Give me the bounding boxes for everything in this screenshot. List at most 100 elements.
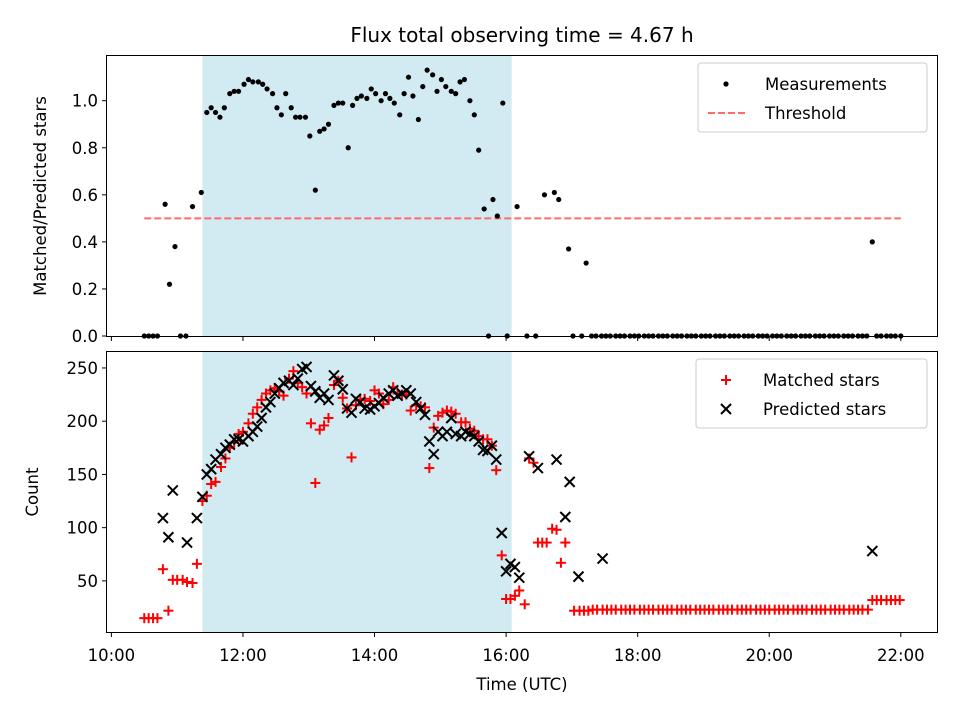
measurement-point bbox=[312, 187, 318, 193]
measurement-point bbox=[490, 196, 496, 203]
y-tick-label: 50 bbox=[77, 572, 98, 591]
matched-star-point bbox=[560, 537, 571, 548]
matched-star-point bbox=[310, 477, 321, 488]
predicted-star-point bbox=[441, 426, 453, 438]
legend-predicted-stroke-b bbox=[720, 403, 732, 415]
measurement-point bbox=[278, 112, 284, 118]
measurement-point bbox=[325, 121, 332, 127]
matched-star-point bbox=[509, 590, 520, 601]
measurement-point bbox=[264, 86, 270, 92]
matched-star-point bbox=[177, 574, 188, 585]
predicted-star-point bbox=[228, 433, 240, 446]
predicted-star-stroke-b bbox=[441, 426, 453, 438]
predicted-star-stroke-b bbox=[423, 435, 436, 448]
predicted-star-stroke-b bbox=[459, 426, 472, 438]
predicted-star-stroke-b bbox=[264, 396, 277, 408]
predicted-star-stroke-b bbox=[472, 435, 485, 448]
matched-star-point bbox=[187, 578, 198, 589]
predicted-star-point bbox=[559, 511, 572, 523]
predicted-star-point bbox=[414, 402, 427, 415]
measurement-point bbox=[565, 246, 572, 252]
predicted-star-stroke-b bbox=[232, 433, 245, 446]
predicted-star-point bbox=[445, 412, 457, 424]
predicted-star-point bbox=[596, 552, 609, 565]
predicted-star-point bbox=[496, 527, 508, 539]
measurement-point bbox=[368, 86, 374, 92]
measurement-point bbox=[430, 72, 436, 78]
y-tick-label: 0.2 bbox=[72, 280, 98, 299]
matched-star-point bbox=[547, 523, 558, 534]
predicted-star-point bbox=[264, 396, 277, 408]
measurement-point bbox=[189, 203, 196, 210]
predicted-star-stroke-b bbox=[332, 375, 345, 387]
legend-measurements-marker bbox=[723, 81, 729, 87]
measurement-point bbox=[378, 98, 384, 104]
matched-star-point bbox=[191, 558, 202, 569]
predicted-star-stroke-b bbox=[445, 412, 457, 424]
predicted-star-stroke-b bbox=[251, 420, 263, 433]
measurement-point bbox=[457, 79, 463, 85]
top-panel-y-ticks: 0.0 0.2 0.4 0.6 0.8 1.0 bbox=[72, 92, 107, 346]
legend-matched-label: Matched stars bbox=[763, 371, 880, 390]
predicted-star-stroke-b bbox=[162, 531, 175, 543]
predicted-star-stroke-b bbox=[550, 453, 563, 466]
bottom-panel-frame bbox=[106, 351, 938, 633]
predicted-star-stroke-b bbox=[866, 545, 879, 557]
bottom-panel: 10:00 12:00 14:00 16:00 18:00 20:00 22:00 50 10… bbox=[23, 351, 938, 694]
matched-star-point bbox=[305, 418, 316, 429]
legend-threshold-label: Threshold bbox=[764, 104, 846, 123]
matched-star-point bbox=[424, 463, 435, 474]
measurement-point bbox=[331, 102, 337, 109]
measurement-point bbox=[373, 91, 379, 97]
measurement-point bbox=[172, 243, 178, 250]
measurement-point bbox=[227, 91, 233, 97]
top-panel-frame bbox=[106, 55, 938, 337]
predicted-star-point bbox=[292, 372, 304, 385]
measurement-point bbox=[387, 95, 393, 101]
y-tick-label: 0.8 bbox=[72, 139, 98, 158]
measurement-point bbox=[321, 126, 327, 132]
matched-star-point bbox=[323, 413, 334, 424]
measurement-point bbox=[364, 95, 370, 101]
measurement-point bbox=[401, 91, 407, 97]
measurement-point bbox=[217, 114, 223, 120]
matched-star-point bbox=[210, 476, 221, 487]
measurement-point bbox=[345, 145, 351, 151]
matched-star-point bbox=[514, 585, 525, 596]
bottom-panel-y-axis-label: Count bbox=[23, 467, 42, 517]
measurement-point bbox=[274, 105, 280, 111]
predicted-star-point bbox=[162, 531, 175, 543]
measurement-point bbox=[448, 88, 454, 94]
measurement-point bbox=[231, 88, 237, 94]
measurement-point bbox=[335, 100, 341, 106]
measurement-point bbox=[221, 105, 227, 111]
predicted-star-point bbox=[513, 571, 525, 584]
matched-star-point bbox=[519, 599, 530, 610]
measurement-point bbox=[420, 83, 426, 90]
measurement-point bbox=[869, 239, 875, 245]
measurement-point bbox=[269, 91, 276, 97]
predicted-star-stroke-b bbox=[500, 565, 512, 578]
matched-star-point bbox=[182, 576, 193, 587]
predicted-star-stroke-b bbox=[191, 512, 203, 524]
predicted-star-point bbox=[287, 379, 300, 391]
predicted-star-stroke-b bbox=[292, 372, 304, 385]
measurement-point bbox=[551, 189, 557, 196]
x-tick-label: 20:00 bbox=[745, 646, 793, 665]
x-tick-label: 18:00 bbox=[614, 646, 662, 665]
matched-star-point bbox=[437, 407, 448, 418]
measurement-point bbox=[307, 133, 313, 139]
y-tick-label: 250 bbox=[67, 359, 99, 378]
measurement-point bbox=[292, 114, 299, 120]
x-tick-label: 22:00 bbox=[877, 646, 925, 665]
top-panel-y-axis-label: Matched/Predicted stars bbox=[31, 96, 50, 296]
measurement-point bbox=[245, 76, 252, 83]
predicted-star-stroke-b bbox=[428, 448, 440, 460]
predicted-star-point bbox=[509, 561, 521, 573]
predicted-star-point bbox=[251, 420, 263, 433]
predicted-star-stroke-b bbox=[464, 428, 476, 440]
measurement-point bbox=[354, 95, 360, 101]
y-tick-label: 0.0 bbox=[72, 327, 98, 346]
y-tick-label: 200 bbox=[67, 412, 99, 431]
matched-star-point bbox=[206, 479, 217, 490]
